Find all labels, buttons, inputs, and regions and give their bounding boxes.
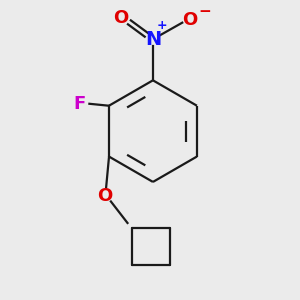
Text: O: O [113, 9, 128, 27]
Text: N: N [145, 30, 161, 49]
Text: O: O [98, 187, 112, 205]
Text: +: + [156, 19, 167, 32]
Text: −: − [198, 4, 211, 20]
Text: O: O [182, 11, 198, 29]
Text: F: F [74, 95, 86, 113]
